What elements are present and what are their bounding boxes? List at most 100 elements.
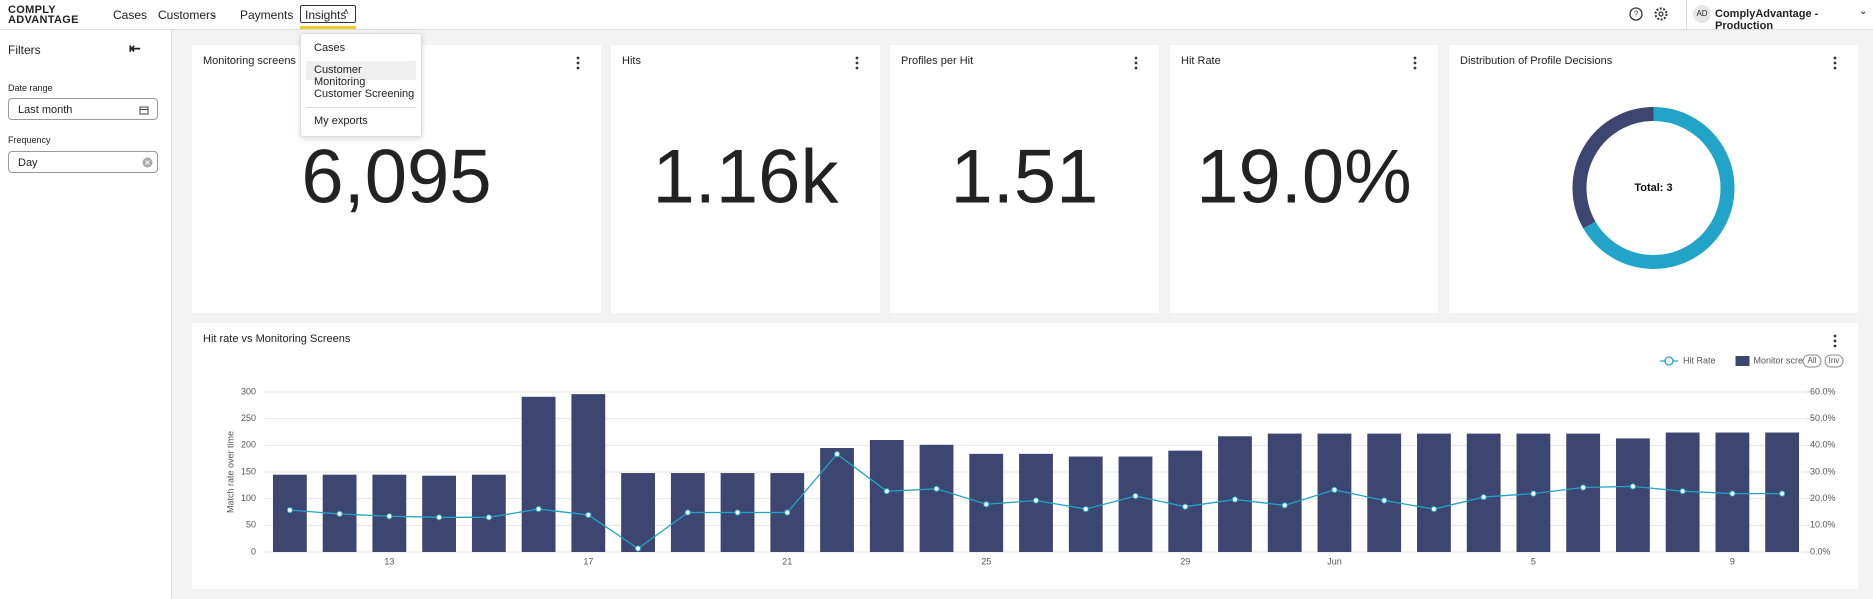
legend-button[interactable]	[1824, 354, 1844, 368]
dot	[1833, 56, 1837, 60]
legend-label[interactable]: Monitor screens	[1754, 355, 1819, 365]
more-menu[interactable]	[1133, 56, 1139, 70]
clear-icon[interactable]	[142, 157, 153, 168]
filter-label: Date range	[8, 83, 53, 93]
bar	[1218, 436, 1252, 552]
bar	[1417, 433, 1451, 552]
donut-segment	[1572, 107, 1654, 229]
card-title: Hit Rate	[1181, 55, 1221, 67]
divider	[1686, 0, 1687, 29]
input-value: Last month	[18, 104, 73, 116]
nav-item[interactable]: Customers	[158, 8, 217, 22]
bar	[869, 440, 904, 552]
y2-tick-label: 20.0%	[1810, 493, 1836, 503]
avatar[interactable]: AD	[1693, 5, 1711, 23]
y-tick-label: 50	[246, 520, 256, 530]
donut: Total: 3	[1572, 107, 1735, 269]
bar	[571, 394, 606, 552]
help-icon[interactable]: ?	[1628, 6, 1644, 22]
bar	[1367, 433, 1402, 552]
legend-button-label: Inv	[1829, 356, 1840, 365]
dot	[576, 66, 580, 70]
point	[1331, 486, 1338, 493]
nav-item[interactable]: Payments	[240, 8, 294, 22]
collapse-button[interactable]: ⇤	[129, 40, 141, 56]
card-title: Monitoring screens	[203, 55, 296, 67]
svg-text:?: ?	[1634, 10, 1639, 19]
bar	[521, 396, 556, 552]
dot	[1833, 334, 1837, 338]
x-tick-label: Jun	[1327, 556, 1342, 566]
sidebar: Filters ⇤ Date range Last month Frequenc…	[0, 30, 172, 599]
date-input[interactable]: Last month	[8, 98, 158, 120]
y2-tick-label: 10.0%	[1810, 520, 1836, 530]
y2-tick-label: 50.0%	[1810, 413, 1836, 423]
menu-item[interactable]: Cases	[314, 42, 346, 54]
x-tick-label: 13	[384, 556, 394, 566]
legend-label[interactable]: Hit Rate	[1683, 355, 1716, 365]
account-name[interactable]: ComplyAdvantage - Production	[1715, 8, 1819, 32]
more-menu[interactable]	[1832, 334, 1838, 348]
nav-label: Insights	[305, 8, 347, 22]
donut-segment	[1583, 107, 1735, 269]
y-tick-label: 100	[241, 493, 256, 503]
point	[1281, 502, 1288, 509]
point	[1182, 503, 1189, 510]
more-menu[interactable]	[854, 56, 860, 70]
menu-item[interactable]: Customer Screening	[314, 88, 415, 100]
nav-item-active[interactable]: Insights ˄	[300, 5, 356, 23]
point	[833, 451, 841, 458]
bar	[1068, 456, 1103, 552]
kpi-card: Distribution of Profile Decisions Total: …	[1449, 45, 1858, 313]
point	[784, 509, 791, 516]
frequency-input[interactable]: Day	[8, 151, 158, 173]
kpi-value: 6,095	[301, 134, 492, 220]
bar	[621, 473, 655, 552]
calendar-icon	[139, 106, 149, 115]
nav-item[interactable]: Cases	[113, 8, 148, 22]
more-menu[interactable]	[575, 56, 581, 70]
legend-button[interactable]	[1802, 354, 1822, 368]
point	[1082, 505, 1089, 513]
y2-tick-label: 40.0%	[1810, 440, 1836, 450]
y2-tick-label: 60.0%	[1810, 386, 1836, 396]
dot	[576, 56, 580, 60]
donut-center-label: Total: 3	[1634, 182, 1672, 194]
bar	[1466, 433, 1501, 552]
point	[1231, 496, 1239, 503]
settings-icon[interactable]	[1653, 6, 1669, 22]
dot	[1134, 61, 1138, 65]
y-tick-label: 200	[241, 440, 256, 450]
point	[1629, 483, 1637, 490]
y-tick-label: 250	[241, 413, 256, 423]
point	[734, 509, 741, 516]
bar	[422, 475, 457, 552]
bar	[471, 474, 506, 552]
point	[1480, 493, 1487, 501]
x-tick-label: 17	[583, 556, 593, 566]
dot	[1134, 56, 1138, 60]
card-title: Profiles per Hit	[901, 55, 974, 67]
y2-tick-label: 0.0%	[1810, 546, 1831, 556]
logo[interactable]: COMPLY ADVANTAGE	[8, 5, 79, 26]
menu-divider	[306, 107, 416, 108]
kpi-value: 1.16k	[652, 134, 839, 220]
bar	[1168, 450, 1203, 552]
menu-item-hover[interactable]: Customer Monitoring	[306, 61, 416, 88]
chart-title: Hit rate vs Monitoring Screens	[203, 333, 351, 345]
bar	[820, 448, 854, 552]
y-tick-label: 150	[241, 466, 256, 476]
point	[535, 505, 542, 513]
x-tick-label: 29	[1180, 556, 1190, 566]
more-menu[interactable]	[1832, 56, 1838, 70]
bar	[272, 474, 307, 552]
input-value: Day	[18, 157, 38, 169]
more-menu[interactable]	[1412, 56, 1418, 70]
x-tick-label: 21	[782, 556, 792, 566]
point	[1032, 497, 1040, 504]
menu-item[interactable]: My exports	[314, 115, 368, 127]
point	[684, 509, 691, 516]
sidebar-title: Filters	[8, 43, 41, 57]
x-tick-label: 9	[1730, 556, 1735, 566]
dot	[1134, 66, 1138, 70]
